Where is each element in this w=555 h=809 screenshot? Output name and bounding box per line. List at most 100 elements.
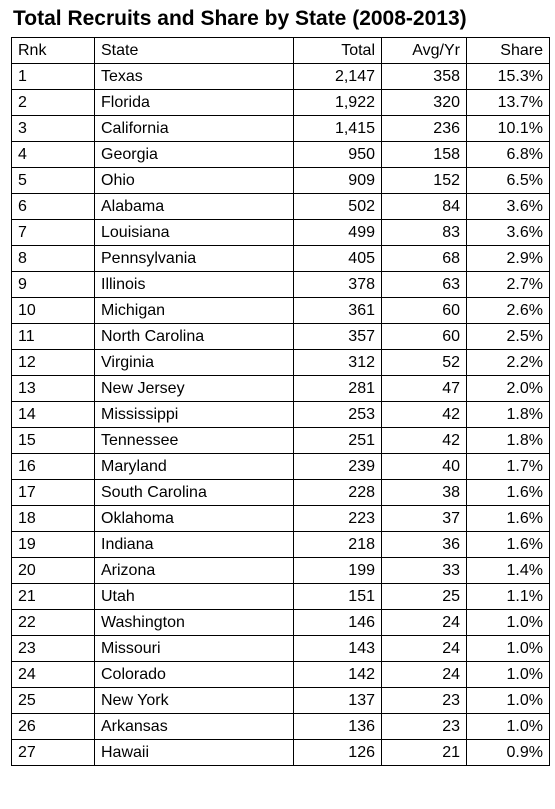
rank-cell: 18	[11, 505, 95, 532]
rank-cell: 24	[11, 661, 95, 688]
share-cell: 3.6%	[466, 193, 550, 220]
state-cell: Indiana	[94, 531, 294, 558]
avg-per-year-cell: 358	[381, 63, 467, 90]
avg-per-year-cell: 68	[381, 245, 467, 272]
table-row: 18 Oklahoma 223 37 1.6%	[11, 505, 550, 532]
rank-cell: 20	[11, 557, 95, 584]
table-row: 27 Hawaii 126 21 0.9%	[11, 739, 550, 766]
avg-per-year-cell: 60	[381, 297, 467, 324]
total-cell: 218	[293, 531, 382, 558]
rank-cell: 17	[11, 479, 95, 506]
avg-per-year-cell: 60	[381, 323, 467, 350]
avg-per-year-cell: 25	[381, 583, 467, 610]
total-cell: 251	[293, 427, 382, 454]
rank-cell: 11	[11, 323, 95, 350]
total-cell: 223	[293, 505, 382, 532]
table-row: 25 New York 137 23 1.0%	[11, 687, 550, 714]
state-cell: Arkansas	[94, 713, 294, 740]
state-cell: Illinois	[94, 271, 294, 298]
share-cell: 1.8%	[466, 427, 550, 454]
state-cell: Pennsylvania	[94, 245, 294, 272]
share-cell: 1.0%	[466, 661, 550, 688]
state-cell: Arizona	[94, 557, 294, 584]
state-cell: South Carolina	[94, 479, 294, 506]
share-cell: 1.6%	[466, 505, 550, 532]
recruits-table: Rnk State Total Avg/Yr Share 1 Texas 2,147…	[11, 37, 550, 766]
rank-cell: 22	[11, 609, 95, 636]
rank-cell: 27	[11, 739, 95, 766]
avg-per-year-cell: 47	[381, 375, 467, 402]
avg-per-year-cell: 83	[381, 219, 467, 246]
share-cell: 2.2%	[466, 349, 550, 376]
state-cell: North Carolina	[94, 323, 294, 350]
total-cell: 2,147	[293, 63, 382, 90]
table-row: 12 Virginia 312 52 2.2%	[11, 349, 550, 376]
total-cell: 228	[293, 479, 382, 506]
state-cell: Maryland	[94, 453, 294, 480]
avg-per-year-cell: 23	[381, 687, 467, 714]
table-row: 15 Tennessee 251 42 1.8%	[11, 427, 550, 454]
share-cell: 3.6%	[466, 219, 550, 246]
rank-cell: 4	[11, 141, 95, 168]
avg-per-year-cell: 24	[381, 661, 467, 688]
table-row: 6 Alabama 502 84 3.6%	[11, 193, 550, 220]
total-cell: 239	[293, 453, 382, 480]
share-cell: 0.9%	[466, 739, 550, 766]
table-row: 21 Utah 151 25 1.1%	[11, 583, 550, 610]
table-row: 3 California 1,415 236 10.1%	[11, 115, 550, 142]
share-cell: 13.7%	[466, 89, 550, 116]
table-row: 9 Illinois 378 63 2.7%	[11, 271, 550, 298]
share-cell: 2.7%	[466, 271, 550, 298]
table-row: 11 North Carolina 357 60 2.5%	[11, 323, 550, 350]
table-row: 20 Arizona 199 33 1.4%	[11, 557, 550, 584]
share-cell: 2.5%	[466, 323, 550, 350]
total-cell: 361	[293, 297, 382, 324]
table-row: 22 Washington 146 24 1.0%	[11, 609, 550, 636]
column-header-avg-per-year: Avg/Yr	[381, 37, 467, 64]
share-cell: 1.0%	[466, 609, 550, 636]
total-cell: 312	[293, 349, 382, 376]
avg-per-year-cell: 42	[381, 427, 467, 454]
avg-per-year-cell: 21	[381, 739, 467, 766]
state-cell: Texas	[94, 63, 294, 90]
state-cell: Alabama	[94, 193, 294, 220]
share-cell: 2.9%	[466, 245, 550, 272]
state-cell: Missouri	[94, 635, 294, 662]
state-cell: Colorado	[94, 661, 294, 688]
state-cell: Michigan	[94, 297, 294, 324]
state-cell: New York	[94, 687, 294, 714]
state-cell: Oklahoma	[94, 505, 294, 532]
total-cell: 1,922	[293, 89, 382, 116]
share-cell: 2.0%	[466, 375, 550, 402]
total-cell: 143	[293, 635, 382, 662]
table-row: 8 Pennsylvania 405 68 2.9%	[11, 245, 550, 272]
column-header-total: Total	[293, 37, 382, 64]
share-cell: 6.5%	[466, 167, 550, 194]
share-cell: 1.0%	[466, 687, 550, 714]
share-cell: 15.3%	[466, 63, 550, 90]
rank-cell: 25	[11, 687, 95, 714]
table-row: 10 Michigan 361 60 2.6%	[11, 297, 550, 324]
state-cell: Georgia	[94, 141, 294, 168]
state-cell: Utah	[94, 583, 294, 610]
avg-per-year-cell: 236	[381, 115, 467, 142]
avg-per-year-cell: 24	[381, 635, 467, 662]
rank-cell: 12	[11, 349, 95, 376]
total-cell: 378	[293, 271, 382, 298]
rank-cell: 1	[11, 63, 95, 90]
table-row: 5 Ohio 909 152 6.5%	[11, 167, 550, 194]
share-cell: 1.0%	[466, 713, 550, 740]
table-row: 14 Mississippi 253 42 1.8%	[11, 401, 550, 428]
rank-cell: 26	[11, 713, 95, 740]
rank-cell: 6	[11, 193, 95, 220]
total-cell: 199	[293, 557, 382, 584]
state-cell: Virginia	[94, 349, 294, 376]
rank-cell: 9	[11, 271, 95, 298]
avg-per-year-cell: 84	[381, 193, 467, 220]
state-cell: Ohio	[94, 167, 294, 194]
share-cell: 1.6%	[466, 531, 550, 558]
rank-cell: 23	[11, 635, 95, 662]
avg-per-year-cell: 37	[381, 505, 467, 532]
share-cell: 1.1%	[466, 583, 550, 610]
rank-cell: 5	[11, 167, 95, 194]
